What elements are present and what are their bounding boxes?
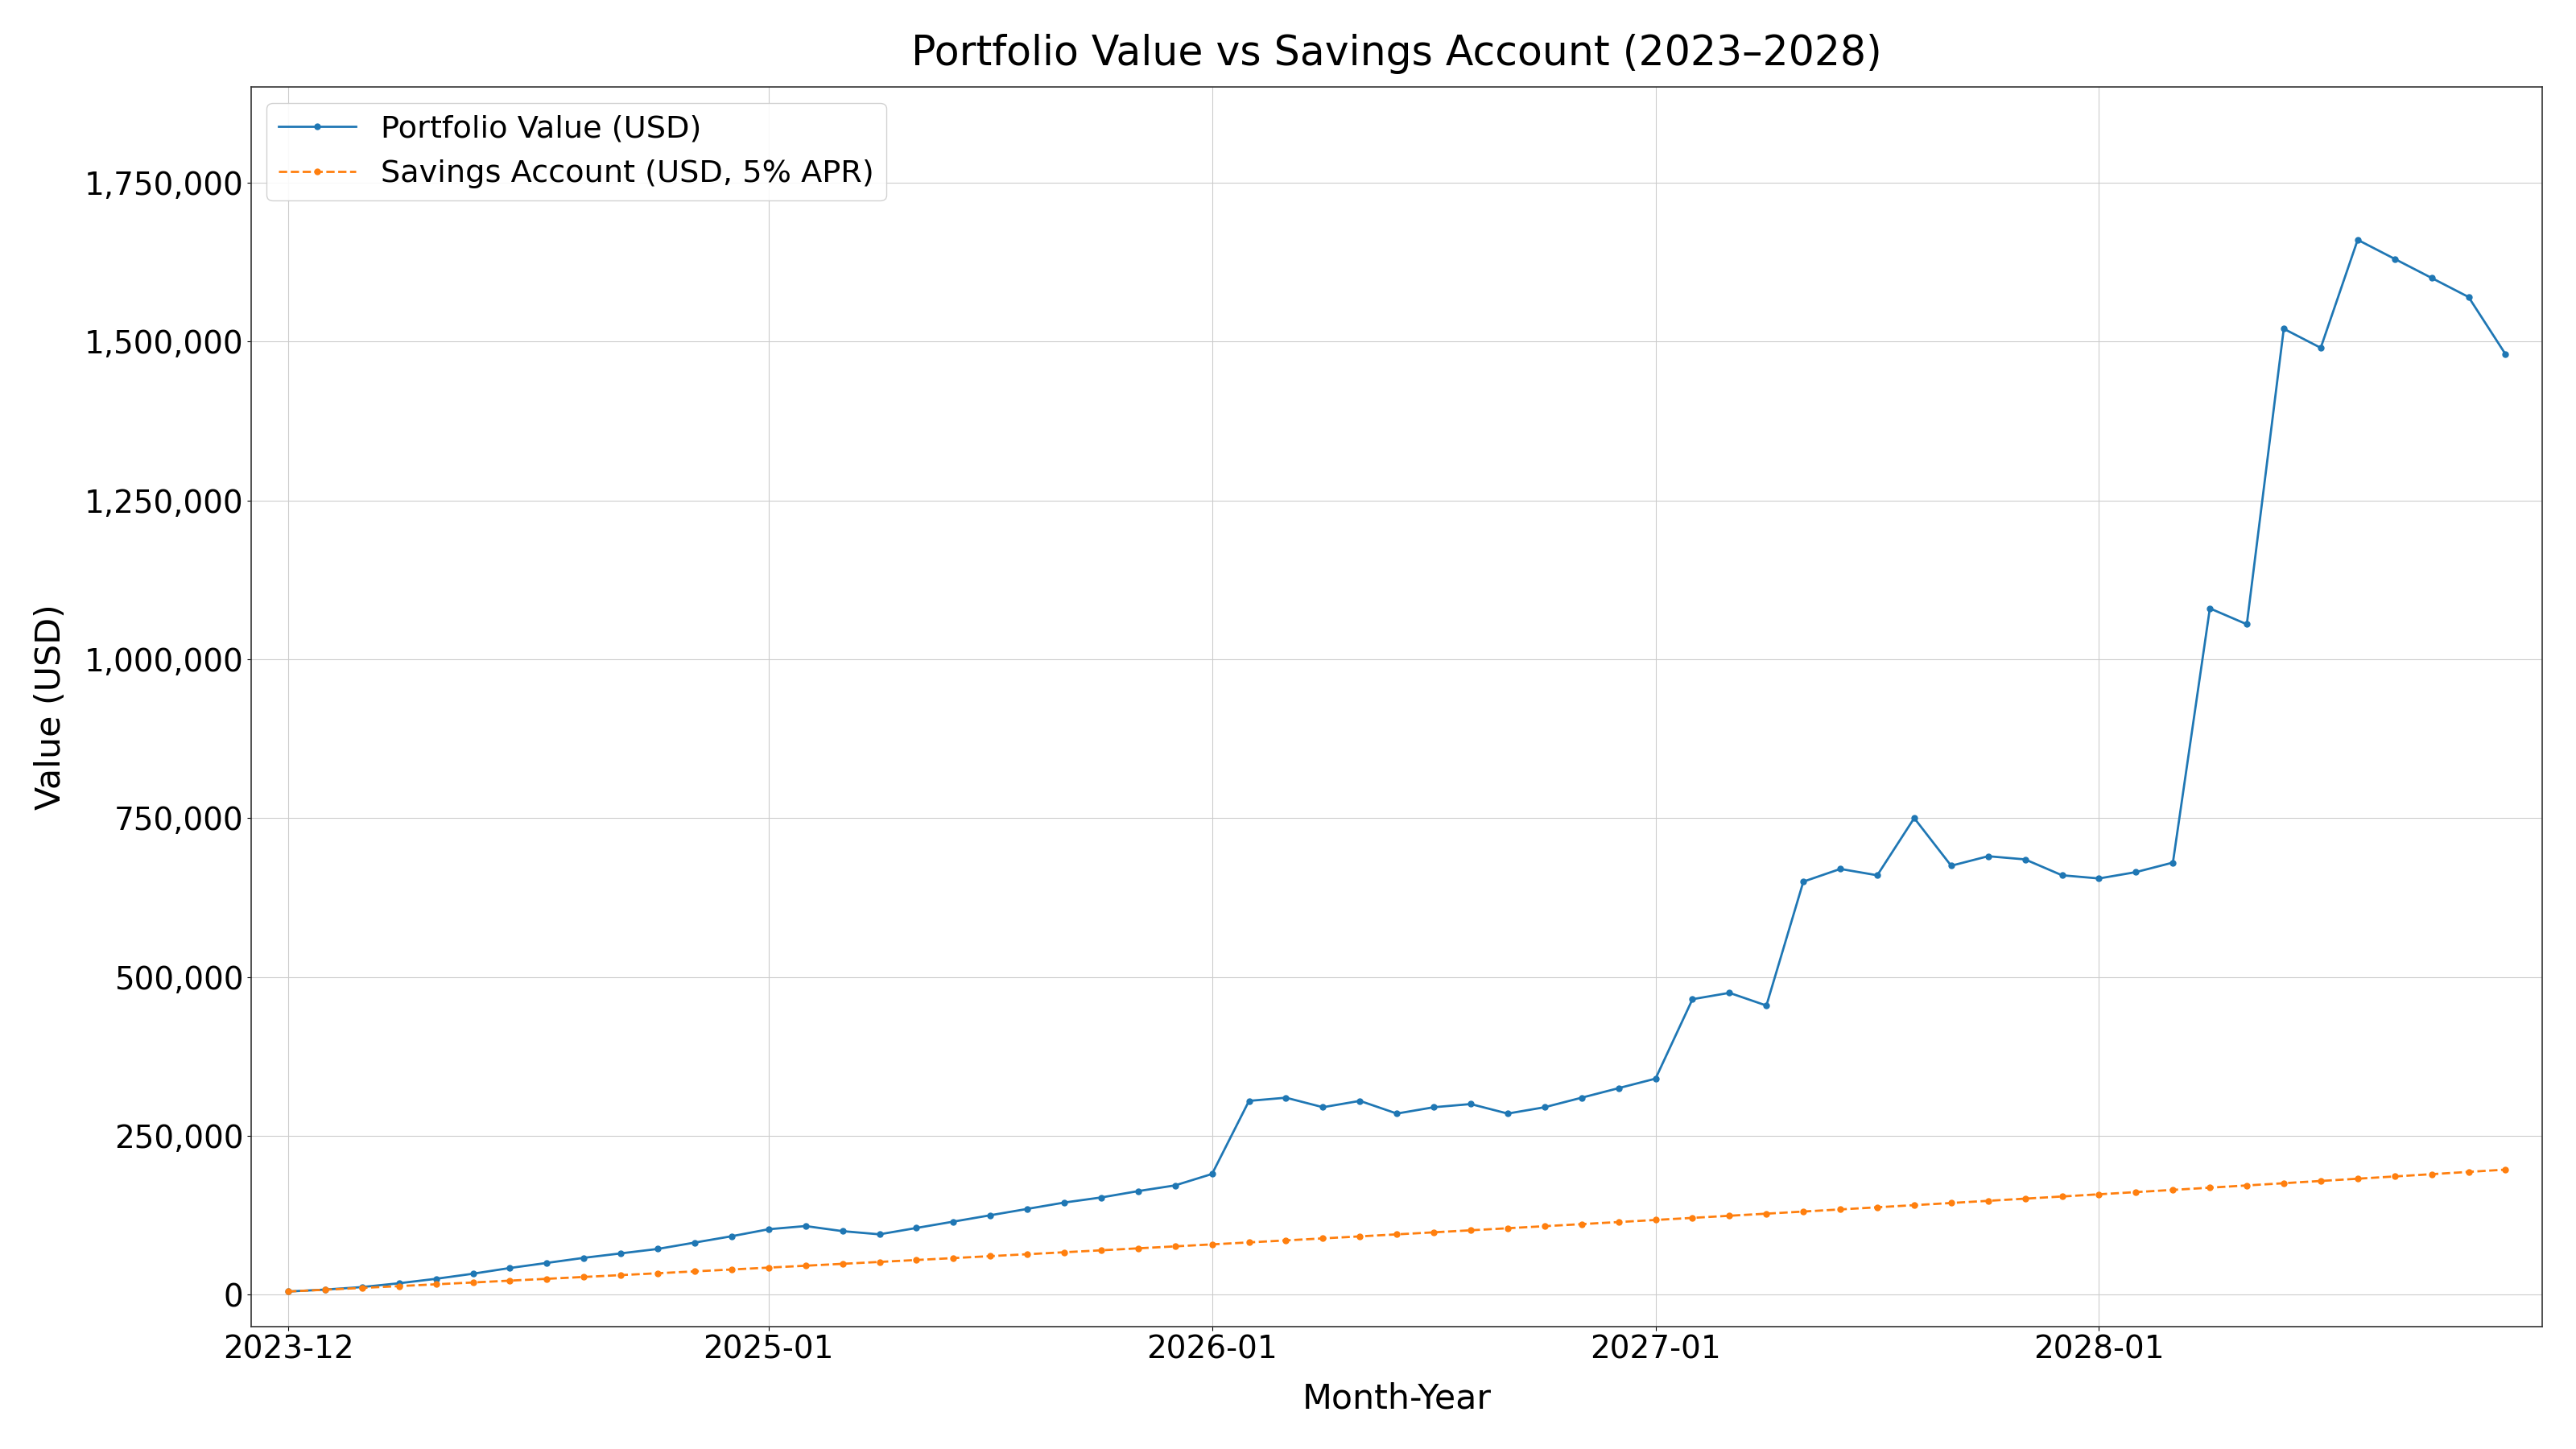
Portfolio Value (USD) — [1602, 1080, 1633, 1097]
Portfolio Value (USD) — [273, 1282, 304, 1300]
Savings Account (USD, 5% APR) — [1455, 1222, 1486, 1239]
Savings Account (USD, 5% APR) — [2195, 1179, 2226, 1197]
Portfolio Value (USD) — [2195, 600, 2226, 617]
Savings Account (USD, 5% APR) — [1602, 1213, 1633, 1230]
Portfolio Value (USD) — [716, 1227, 747, 1245]
Line: Portfolio Value (USD): Portfolio Value (USD) — [286, 238, 2509, 1294]
Savings Account (USD, 5% APR) — [2491, 1161, 2522, 1178]
Y-axis label: Value (USD): Value (USD) — [33, 604, 67, 810]
Savings Account (USD, 5% APR) — [273, 1282, 304, 1300]
Portfolio Value (USD) — [1455, 1095, 1486, 1113]
Portfolio Value (USD) — [791, 1217, 822, 1235]
Legend: Portfolio Value (USD), Savings Account (USD, 5% APR): Portfolio Value (USD), Savings Account (… — [265, 103, 886, 200]
Portfolio Value (USD) — [2491, 345, 2522, 362]
Portfolio Value (USD) — [2342, 232, 2372, 249]
X-axis label: Month-Year: Month-Year — [1303, 1382, 1492, 1416]
Savings Account (USD, 5% APR) — [791, 1258, 822, 1275]
Savings Account (USD, 5% APR) — [716, 1261, 747, 1278]
Line: Savings Account (USD, 5% APR): Savings Account (USD, 5% APR) — [286, 1166, 2509, 1294]
Savings Account (USD, 5% APR) — [1048, 1243, 1079, 1261]
Portfolio Value (USD) — [1048, 1194, 1079, 1211]
Title: Portfolio Value vs Savings Account (2023–2028): Portfolio Value vs Savings Account (2023… — [912, 33, 1883, 74]
